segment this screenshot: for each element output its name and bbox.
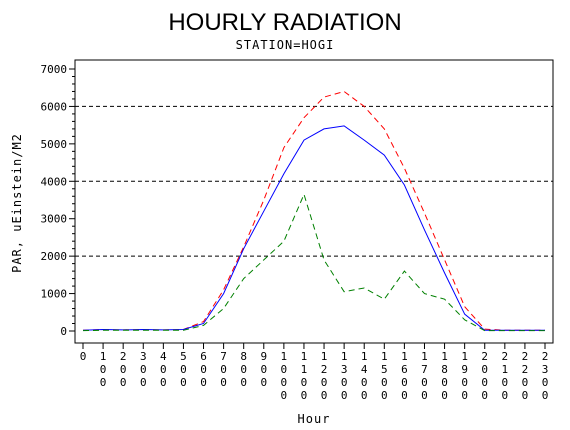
- y-axis-label: PAR, uEinstein/M2: [10, 133, 24, 273]
- plot-frame: [74, 59, 554, 344]
- series-line-3: [82, 192, 545, 332]
- y-tick-label: 5000: [41, 138, 68, 151]
- y-tick-label: 3000: [41, 213, 68, 226]
- y-tick-label: 2000: [41, 250, 68, 263]
- y-tick-label: 7000: [41, 63, 68, 76]
- y-tick-label: 6000: [41, 100, 68, 113]
- y-tick-label: 1000: [41, 288, 68, 301]
- series-line-1: [82, 90, 545, 331]
- y-tick-label: 0: [60, 325, 67, 338]
- x-axis-label: Hour: [298, 412, 331, 426]
- chart-subtitle: STATION=HOGI: [236, 38, 335, 52]
- y-tick-label: 4000: [41, 175, 68, 188]
- x-tick-label: 0: [80, 350, 87, 363]
- chart-title: HOURLY RADIATION: [168, 9, 401, 36]
- series-line-2: [82, 125, 545, 331]
